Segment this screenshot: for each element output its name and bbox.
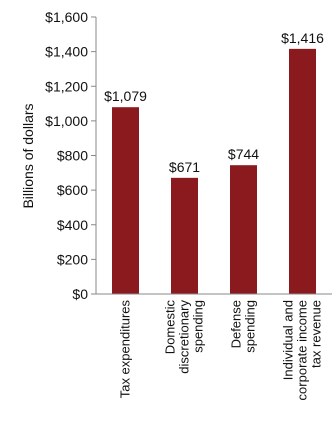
y-tick-label: $1,200: [45, 78, 88, 94]
bar-value-label: $744: [228, 146, 259, 162]
bar-value-label: $1,079: [104, 88, 147, 104]
x-category-label: Defense spending: [229, 300, 258, 353]
bar: [230, 165, 257, 294]
x-category-label: Domestic discretionary spending: [163, 300, 206, 374]
y-tick-label: $0: [72, 286, 88, 302]
x-category-label: Tax expenditures: [118, 300, 133, 399]
y-axis-ticks: $0 $200 $400 $600 $800 $1,000 $1,200 $1,400 $1,6…: [45, 9, 96, 302]
y-tick-label: $400: [57, 217, 88, 233]
data-labels: $1,079 $671 $744 $1,416: [104, 30, 324, 175]
bar: [171, 177, 198, 294]
y-axis-label: Billions of dollars: [20, 103, 36, 208]
bar: [112, 107, 139, 295]
bar: [289, 48, 316, 295]
x-axis-labels: Tax expenditures Domestic discretionary spe…: [118, 300, 324, 401]
x-category-label-line: Individual and: [281, 300, 296, 380]
y-tick-label: $600: [57, 182, 88, 198]
y-tick-label: $800: [57, 148, 88, 164]
y-tick-label: $1,600: [45, 9, 88, 25]
x-category-label-line: Domestic: [163, 300, 178, 355]
x-category-label-line: discretionary: [177, 300, 192, 374]
y-tick-label: $1,400: [45, 44, 88, 60]
x-category-label-line: Tax expenditures: [118, 300, 133, 399]
bars: [112, 48, 316, 295]
y-tick-label: $1,000: [45, 113, 88, 129]
x-category-label-line: spending: [243, 300, 258, 353]
y-tick-label: $200: [57, 251, 88, 267]
x-category-label: Individual and corporate income tax revenu…: [281, 300, 324, 400]
y-axis-label-group: Billions of dollars: [20, 103, 36, 208]
x-category-label-line: Defense: [229, 300, 244, 348]
x-category-label-line: corporate income: [295, 300, 310, 400]
bar-value-label: $1,416: [281, 30, 324, 46]
bar-value-label: $671: [169, 159, 200, 175]
x-category-label-line: spending: [191, 300, 206, 353]
x-category-label-line: tax revenue: [309, 300, 324, 368]
